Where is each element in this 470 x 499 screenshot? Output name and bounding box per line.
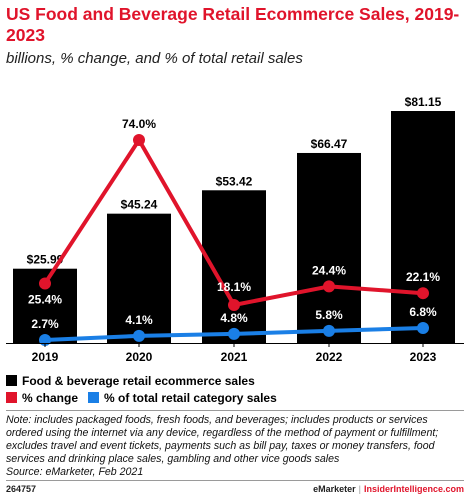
chart-subtitle: billions, % change, and % of total retai… <box>6 50 303 67</box>
x-tick-label-2022: 2022 <box>316 350 343 364</box>
legend-label-share: % of total retail category sales <box>104 390 277 405</box>
x-tick-label-2023: 2023 <box>410 350 437 364</box>
share-point-2022 <box>323 324 335 337</box>
change-label-2022: 24.4% <box>312 263 346 277</box>
legend-swatch-share <box>88 392 100 403</box>
source-text: Source: eMarketer, Feb 2021 <box>6 466 144 478</box>
change-point-2023 <box>417 287 429 300</box>
bar-label-2022: $66.47 <box>311 137 348 151</box>
bar-label-2020: $45.24 <box>121 198 158 212</box>
share-label-2020: 4.1% <box>125 313 153 327</box>
x-tick-label-2019: 2019 <box>32 350 59 364</box>
note-text: Note: includes packaged foods, fresh foo… <box>6 414 439 465</box>
change-label-2020: 74.0% <box>122 117 156 131</box>
legend-label-sales: Food & beverage retail ecommerce sales <box>22 373 255 388</box>
share-point-2021 <box>228 327 240 340</box>
chart-id: 264757 <box>6 484 37 494</box>
x-tick-label-2021: 2021 <box>221 350 248 364</box>
change-label-2019: 25.4% <box>28 292 62 306</box>
bar-label-2019: $25.99 <box>27 253 64 267</box>
brand-separator: | <box>358 484 361 494</box>
bar-2020 <box>107 213 171 343</box>
legend-swatch-change <box>6 392 17 403</box>
share-label-2023: 6.8% <box>409 305 437 319</box>
share-label-2019: 2.7% <box>31 317 59 331</box>
share-point-2023 <box>417 322 429 334</box>
brand-insider-intelligence: InsiderIntelligence.com <box>363 484 464 494</box>
share-label-2022: 5.8% <box>315 308 343 322</box>
bar-label-2023: $81.15 <box>405 95 442 109</box>
legend: Food & beverage retail ecommerce sales %… <box>6 372 466 406</box>
change-point-2021 <box>228 299 240 311</box>
legend-swatch-sales <box>6 375 17 386</box>
divider-bottom <box>6 480 464 481</box>
footnote: Note: includes packaged foods, fresh foo… <box>6 414 466 479</box>
change-label-2021: 18.1% <box>217 280 251 294</box>
bar-2023 <box>391 111 455 343</box>
brand: eMarketer | InsiderIntelligence.com <box>313 484 464 494</box>
brand-emarketer: eMarketer <box>313 484 356 494</box>
share-point-2020 <box>133 329 145 342</box>
bar-label-2021: $53.42 <box>216 174 253 188</box>
divider-top <box>6 410 464 411</box>
combo-chart: $25.99 $45.24 $53.42 $66.47 $81.15 25.4% 74.0… <box>6 95 464 364</box>
legend-label-change: % change <box>22 390 79 405</box>
change-point-2020 <box>133 134 145 146</box>
change-point-2022 <box>323 280 335 293</box>
change-point-2019 <box>39 277 51 290</box>
bar-2022 <box>297 152 361 343</box>
legend-row-lines: % change % of total retail category sale… <box>6 389 466 406</box>
legend-item-sales: Food & beverage retail ecommerce sales <box>6 372 466 389</box>
share-label-2021: 4.8% <box>220 311 248 325</box>
chart-title: US Food and Beverage Retail Ecommerce Sa… <box>6 4 460 45</box>
change-label-2023: 22.1% <box>406 270 440 284</box>
x-tick-label-2020: 2020 <box>126 350 153 364</box>
